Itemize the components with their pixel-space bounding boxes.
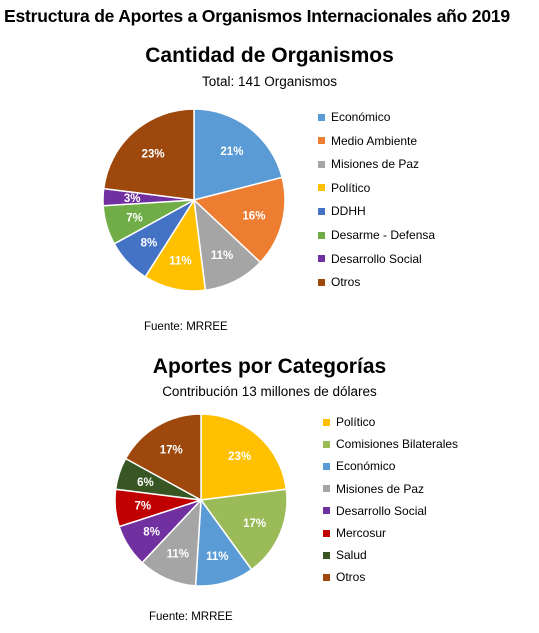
legend-swatch [318,207,325,215]
legend-label: Económico [336,459,396,474]
pie-slice-8 [102,108,195,201]
slice-data-label: 7% [126,212,143,224]
legend-swatch [318,113,325,121]
legend-item: Salud [323,548,367,562]
chart-1-title: Cantidad de Organismos [145,44,394,67]
legend-swatch [323,551,330,559]
legend-item: Económico [323,459,395,473]
legend-label: Desarrollo Social [331,251,422,266]
pie-slice-2 [192,176,286,264]
legend-label: Otros [336,570,366,585]
slice-data-label: 21% [220,146,243,158]
slice-data-label: 11% [206,551,228,563]
legend-item: Político [318,181,370,195]
legend-label: Desarrollo Social [336,503,427,518]
legend-item: Desarrollo Social [323,504,427,518]
legend-item: Medio Ambiente [318,134,417,148]
slice-data-label: 23% [142,149,165,161]
slice-data-label: 11% [211,250,233,262]
legend-item: Misiones de Paz [323,482,424,496]
legend-item: Desarrollo Social [318,252,422,266]
pie-slice-8 [124,413,202,502]
legend-swatch [323,573,330,581]
legend-swatch [318,160,325,168]
slice-data-label: 6% [137,477,154,489]
legend-label: Salud [336,548,367,563]
legend-item: Otros [323,570,365,584]
legend-label: Otros [331,275,361,290]
legend-item: Otros [318,275,360,289]
legend-swatch [323,507,330,515]
pie-slice-1 [193,108,284,201]
legend-label: Mercosur [336,526,387,540]
legend-item: Desarme - Defensa [318,228,435,242]
chart-2-title: Aportes por Categorías [152,355,387,378]
slice-data-label: 11% [169,255,191,267]
slice-data-label: 7% [134,501,151,513]
chart-1-source: Fuente: MRREE [144,321,228,333]
legend-label: Comisiones Bilaterales [336,437,459,452]
legend-swatch [323,529,330,537]
legend-swatch [323,440,330,448]
legend-swatch [323,462,330,470]
legend-item: Misiones de Paz [318,157,419,171]
legend-swatch [318,255,325,263]
legend-item: Mercosur [323,526,386,540]
legend-label: Político [336,415,376,429]
legend-item: Económico [318,110,390,124]
legend-item: DDHH [318,204,366,218]
legend-swatch [318,278,325,286]
slice-data-label: 23% [228,451,251,463]
legend-swatch [318,137,325,145]
legend-item: Comisiones Bilaterales [323,437,458,451]
legend-label: Económico [331,110,391,124]
pie-slice-2 [199,488,288,571]
slice-data-label: 11% [167,549,189,561]
legend-label: DDHH [331,204,366,219]
legend-label: Misiones de Paz [331,157,420,172]
legend-swatch [318,184,325,192]
slice-data-label: 17% [160,445,183,457]
slice-data-label: 8% [141,237,158,249]
slice-data-label: 17% [243,518,266,530]
legend-label: Desarme - Defensa [331,228,436,242]
chart-2-source: Fuente: MRREE [149,611,233,623]
page-title: Estructura de Aportes a Organismos Inter… [4,6,510,26]
slice-data-label: 3% [124,193,141,205]
chart-2-subtitle: Contribución 13 millones de dólares [162,384,377,399]
slice-data-label: 16% [242,210,265,222]
slice-data-label: 8% [143,526,160,538]
legend-swatch [318,231,325,239]
legend-label: Medio Ambiente [331,133,418,148]
legend-swatch [323,418,330,426]
chart-1-subtitle: Total: 141 Organismos [201,74,338,89]
legend-item: Político [323,415,375,429]
legend-label: Misiones de Paz [336,481,425,496]
legend-label: Político [331,180,371,195]
pie-slice-1 [200,413,288,501]
legend-swatch [323,485,330,493]
